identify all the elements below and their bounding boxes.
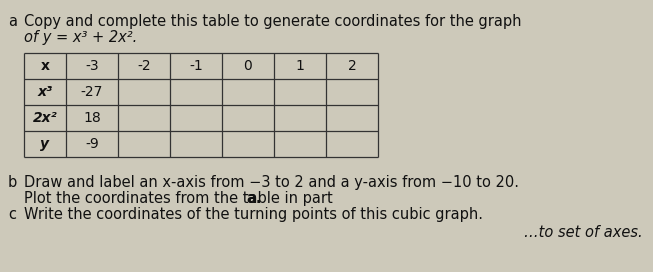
Text: -2: -2 (137, 59, 151, 73)
Text: Draw and label an x-axis from −3 to 2 and a y-axis from −10 to 20.: Draw and label an x-axis from −3 to 2 an… (24, 175, 519, 190)
Text: -9: -9 (85, 137, 99, 151)
Text: y: y (40, 137, 50, 151)
Text: x: x (40, 59, 50, 73)
Text: …to set of axes.: …to set of axes. (524, 225, 643, 240)
Text: 0: 0 (244, 59, 252, 73)
Text: 1: 1 (296, 59, 304, 73)
Text: c: c (8, 207, 16, 222)
Text: b: b (8, 175, 17, 190)
Text: x³: x³ (37, 85, 52, 99)
Text: -1: -1 (189, 59, 203, 73)
Text: a.: a. (246, 191, 261, 206)
Text: Copy and complete this table to generate coordinates for the graph: Copy and complete this table to generate… (24, 14, 522, 29)
Text: of y = x³ + 2x².: of y = x³ + 2x². (24, 30, 137, 45)
Text: 2x²: 2x² (33, 111, 57, 125)
Text: Write the coordinates of the turning points of this cubic graph.: Write the coordinates of the turning poi… (24, 207, 483, 222)
Text: 2: 2 (347, 59, 357, 73)
Text: 18: 18 (83, 111, 101, 125)
Text: -27: -27 (81, 85, 103, 99)
Text: -3: -3 (85, 59, 99, 73)
Text: a: a (8, 14, 17, 29)
Text: Plot the coordinates from the table in part: Plot the coordinates from the table in p… (24, 191, 338, 206)
